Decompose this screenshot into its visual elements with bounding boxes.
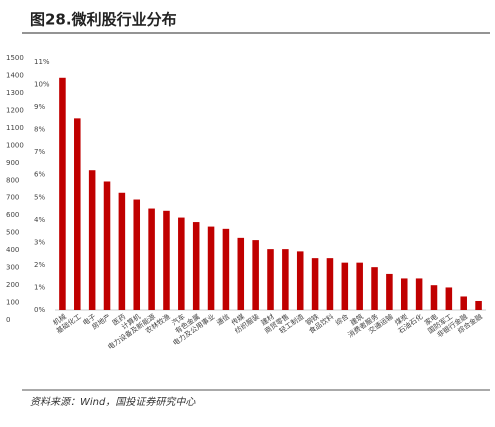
bar [207,226,215,310]
bar [400,278,408,310]
bar [296,251,304,310]
y-tick-label: 0 [6,316,10,324]
bar [222,228,230,310]
y2-tick-label: 1% [34,283,45,291]
y2-tick-label: 6% [34,171,45,179]
bar [252,240,259,310]
chart-title: 图28.微利股行业分布 [30,11,177,29]
bar [59,77,66,310]
bar [311,258,319,310]
bar [445,287,453,310]
bar [415,278,423,310]
y-tick-label: 900 [6,159,19,167]
y-tick-label: 1200 [6,106,24,114]
y-tick-label: 1400 [6,71,24,79]
bar [103,181,111,310]
y-tick-label: 1000 [6,141,24,149]
y-tick-label: 300 [6,264,19,272]
bar [475,300,482,310]
bar [430,285,438,310]
y-tick-label: 800 [6,176,19,184]
bar [163,210,170,310]
y2-tick-label: 3% [34,238,45,246]
y-tick-label: 500 [6,229,19,237]
x-tick-label: 通信 [215,312,232,327]
bar [326,258,334,310]
y2-tick-label: 7% [34,148,45,156]
bar [282,249,289,310]
bar [267,249,274,310]
y2-tick-label: 0% [34,306,45,314]
bar [237,237,245,310]
y-tick-label: 600 [6,211,19,219]
y2-tick-label: 9% [34,103,45,111]
y2-tick-label: 4% [34,216,45,224]
y-tick-label: 1100 [6,124,24,132]
bar [74,118,81,310]
y2-tick-label: 5% [34,193,45,201]
y2-tick-label: 2% [34,261,45,269]
bar [371,267,378,310]
bar [178,217,185,310]
bar [133,199,141,310]
y-tick-label: 700 [6,194,19,202]
bar [118,192,126,310]
bar [341,262,349,310]
bar [88,170,96,310]
source-note: 资料来源：Wind，国投证券研究中心 [30,396,196,408]
y2-tick-label: 11% [34,58,50,66]
y-tick-label: 1500 [6,54,24,62]
bar [148,208,155,310]
x-tick-label: 综合 [333,312,350,327]
y-tick-label: 400 [6,246,19,254]
y2-tick-label: 8% [34,126,45,134]
y-tick-label: 100 [6,299,19,307]
bar [192,222,200,310]
y-tick-label: 200 [6,281,19,289]
bar [386,273,393,310]
y2-tick-label: 10% [34,81,50,89]
bar [356,262,363,310]
y-tick-label: 1300 [6,89,24,97]
bar [460,296,467,310]
